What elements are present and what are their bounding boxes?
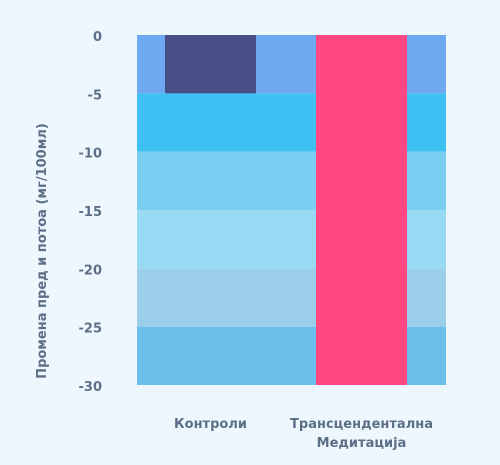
y-axis-ticks: 0 -5 -10 -15 -20 -25 -30: [79, 30, 103, 395]
bars: [165, 35, 407, 385]
x-tick-label: Трансцендентална: [290, 417, 433, 432]
y-tick-label: -5: [88, 88, 102, 103]
bar: [165, 35, 256, 94]
y-tick-label: -30: [79, 380, 103, 395]
y-tick-label: -15: [79, 205, 103, 220]
y-tick-label: -10: [79, 147, 103, 162]
x-axis-labels: Контроли Трансцендентална Медитација: [174, 417, 433, 451]
x-tick-label: Контроли: [174, 417, 247, 432]
y-tick-label: -20: [79, 263, 103, 278]
y-tick-label: 0: [93, 30, 102, 45]
y-axis-title: Промена пред и потоа (мг/100мл): [35, 123, 50, 379]
bar: [316, 35, 407, 385]
y-tick-label: -25: [79, 322, 103, 337]
x-tick-label: Медитација: [317, 436, 407, 451]
